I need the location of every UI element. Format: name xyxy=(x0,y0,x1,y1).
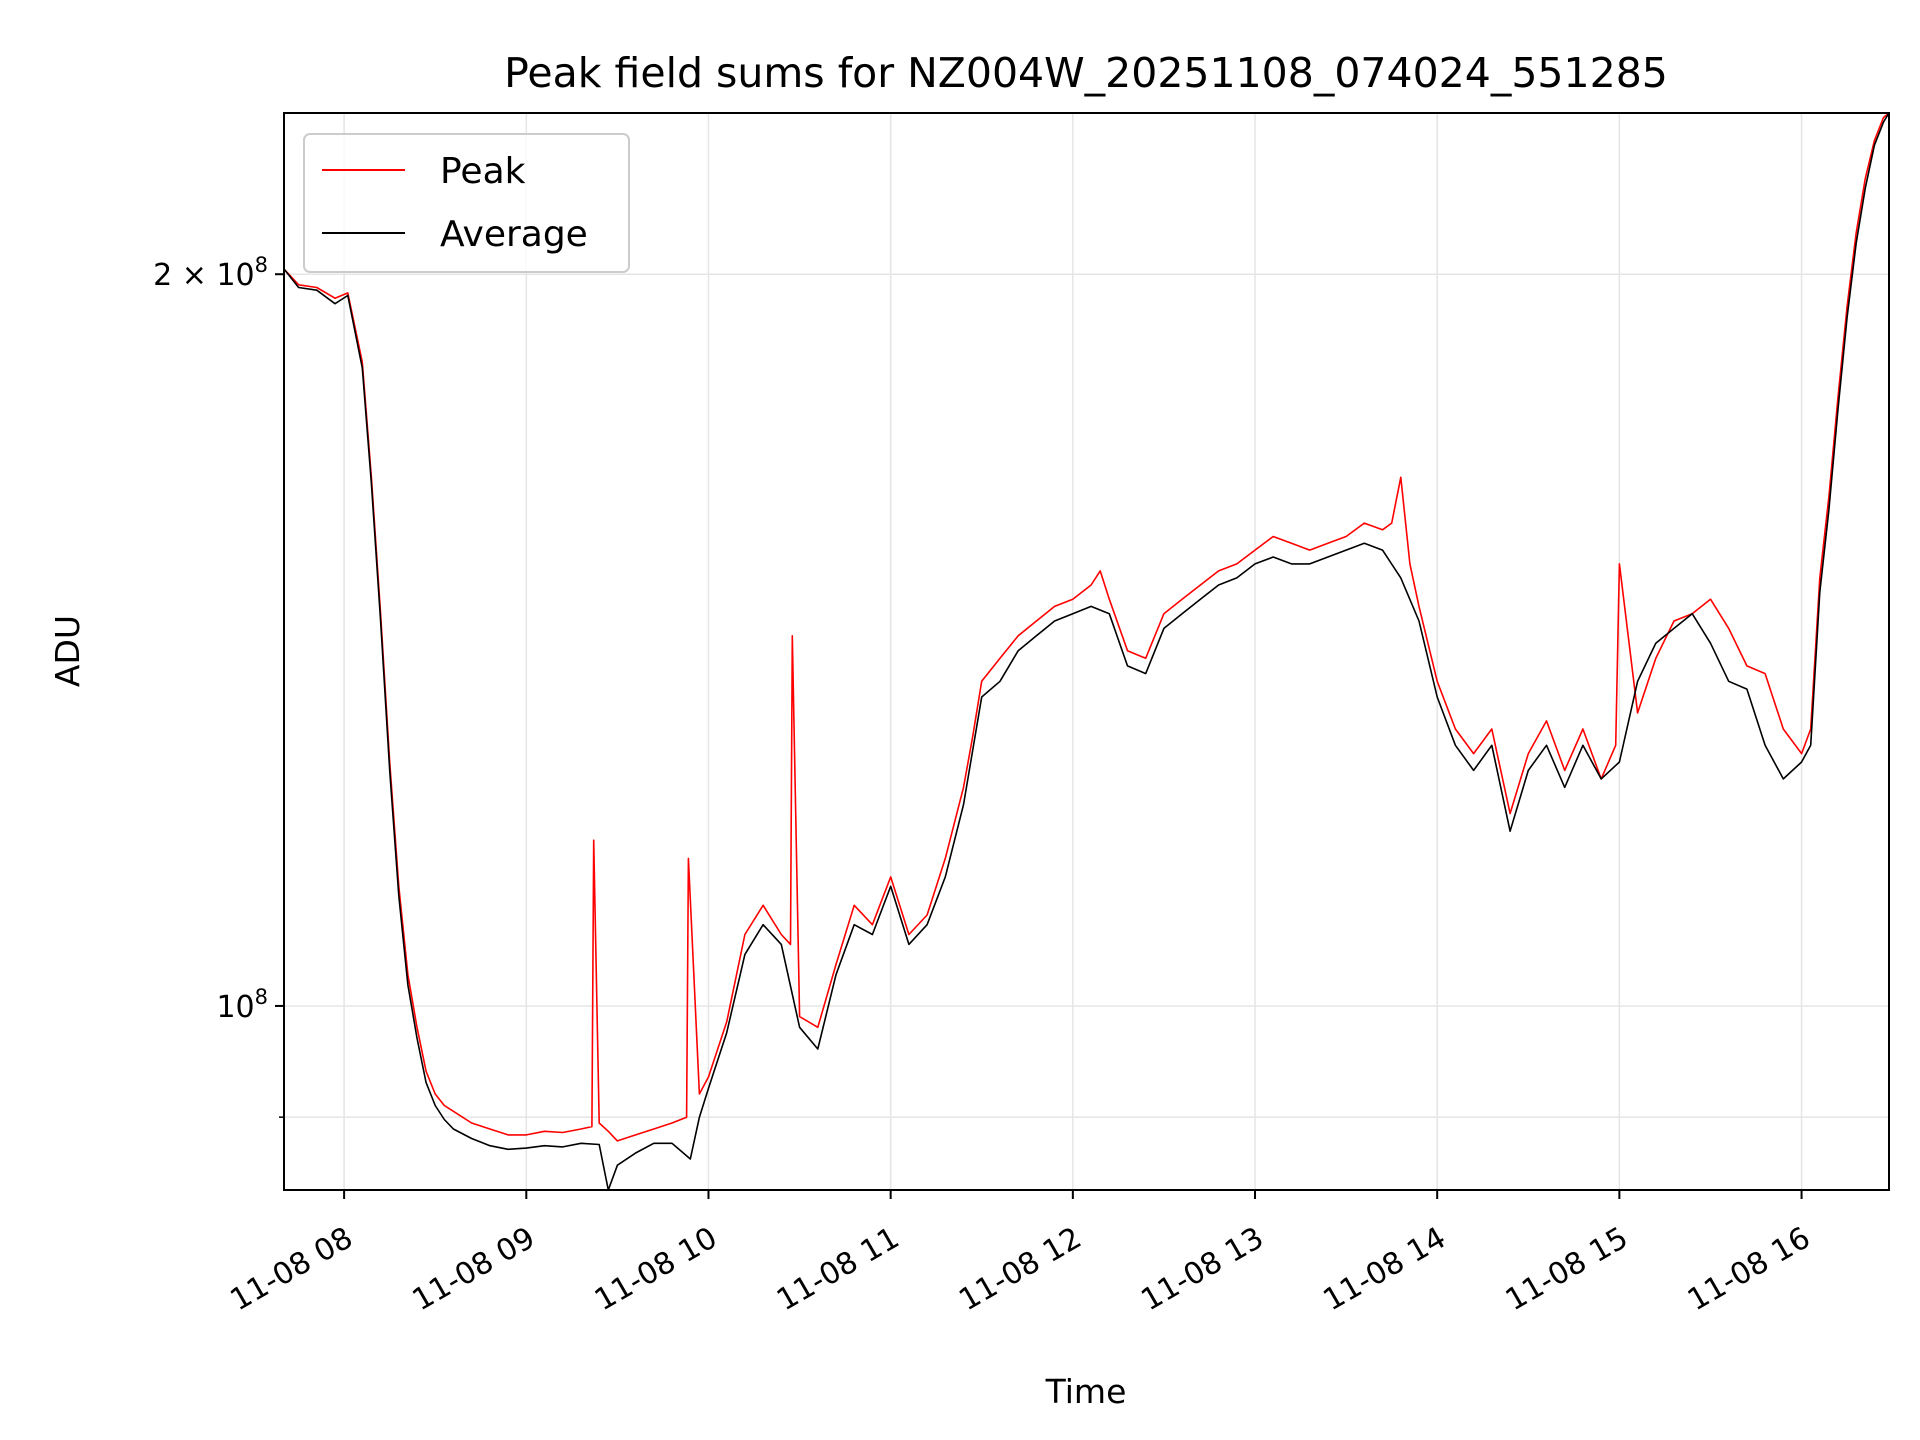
plot-frame xyxy=(283,112,1890,1191)
legend-box xyxy=(303,133,630,273)
grid xyxy=(284,113,1889,1190)
x-axis-label: Time xyxy=(1045,1372,1127,1411)
series-line-peak xyxy=(284,113,1889,1142)
y-axis-label: ADU xyxy=(48,615,87,687)
legend-label-average: Average xyxy=(440,214,588,255)
y-tick-label: 2 × 108 xyxy=(153,253,268,293)
legend-label-peak: Peak xyxy=(440,151,526,192)
series-lines xyxy=(284,113,1889,1190)
chart-title: Peak field sums for NZ004W_20251108_0740… xyxy=(504,49,1668,97)
y-tick-label: 108 xyxy=(216,985,268,1025)
series-line-average xyxy=(284,113,1889,1190)
legend: Peak Average xyxy=(303,133,630,273)
